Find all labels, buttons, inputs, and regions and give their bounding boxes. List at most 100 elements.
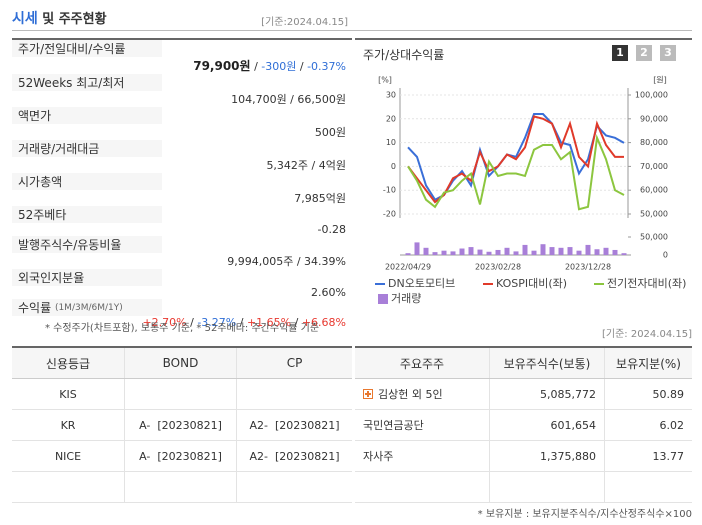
y3-tick-label: 50,000 [640, 233, 668, 242]
volume-bar [549, 247, 555, 255]
axis-label: [%] [378, 76, 392, 85]
section-title: 시세 및 주주현황 [12, 8, 107, 28]
text-part: (1M/3M/6M/1Y) [54, 302, 123, 313]
text-part: 수익률 [18, 301, 55, 315]
cell-text: KIS [59, 387, 77, 401]
table-row: KR A- [20230821] A2- [20230821] [12, 410, 352, 441]
y2-tick-label: 100,000 [635, 91, 668, 100]
y2-tick-label: 70,000 [640, 162, 668, 171]
text-part: -3.27% [197, 316, 237, 329]
row-label: 시가총액 [12, 173, 162, 190]
table-cell [237, 379, 352, 409]
text-part: / [250, 60, 262, 73]
chart-tab[interactable]: 2 [636, 45, 652, 61]
price-note: * 수정주가(차트포함), 보통주 기준, * 52주베타: 주간수익률 기준 [44, 323, 320, 334]
text-part: -300원 [261, 60, 297, 73]
y2-tick-label: 60,000 [640, 186, 668, 195]
x-tick-label: 2023/12/28 [565, 263, 611, 272]
header-cell: 신용등급 [12, 348, 125, 378]
y-tick-label: 10 [386, 138, 396, 147]
volume-bar [513, 251, 519, 255]
y2-tick-label: 90,000 [640, 114, 668, 123]
holders-note: * 보유지분 : 보유지분주식수/지수산정주식수×100 [477, 509, 692, 520]
cell-text: A2- [20230821] [249, 418, 340, 432]
table-row: NICE A- [20230821] A2- [20230821] [12, 441, 352, 472]
cell-text: NICE [54, 449, 82, 463]
text-part: -0.37% [307, 60, 346, 73]
volume-bar [522, 244, 528, 255]
row-value: 5,342주 / 4억원 [266, 159, 346, 172]
table-cell: 1,375,880 [490, 441, 605, 471]
y2-tick-label: 50,000 [640, 210, 668, 219]
row-label: 52주베타 [12, 206, 162, 223]
volume-bar [441, 250, 447, 255]
table-row: 52Weeks 최고/최저 104,700원 / 66,500원 [12, 74, 352, 107]
x-tick-label: 2023/02/28 [475, 263, 521, 272]
table-row [12, 472, 352, 503]
text-part: +1.65% [246, 316, 292, 329]
header-cell: BOND [125, 348, 237, 378]
volume-bar [477, 249, 483, 255]
table-cell [12, 472, 125, 502]
row-label: 외국인지분율 [12, 269, 162, 286]
legend-label: 거래량 [391, 292, 421, 305]
volume-bar [423, 247, 429, 255]
volume-bar [486, 251, 492, 255]
cell-text: 자사주 [363, 450, 394, 463]
table-row: 김상헌 외 5인 5,085,772 50.89 [355, 379, 692, 410]
table-cell: 5,085,772 [490, 379, 605, 409]
title-rest: 및 주주현황 [42, 12, 107, 27]
table-row: 발행주식수/유동비율 9,994,005주 / 34.39% [12, 236, 352, 269]
volume-bar [432, 252, 438, 255]
series-line [407, 115, 624, 204]
text-part: / [186, 316, 198, 329]
row-label: 거래량/거래대금 [12, 140, 162, 157]
volume-bar [603, 247, 609, 255]
table-cell: 김상헌 외 5인 [355, 379, 490, 409]
table-cell: 601,654 [490, 410, 605, 440]
cell-text: 13.77 [652, 449, 685, 463]
cell-text: 국민연금공단 [363, 419, 424, 432]
volume-bar [450, 251, 456, 255]
table-row: KIS [12, 379, 352, 410]
cell-text: 6.02 [659, 418, 685, 432]
cell-text: A- [20230821] [139, 418, 222, 432]
row-value: 9,994,005주 / 34.39% [227, 255, 346, 268]
volume-bar [594, 249, 600, 255]
volume-bar [576, 250, 582, 255]
volume-bar [414, 242, 420, 255]
row-label: 52Weeks 최고/최저 [12, 74, 162, 91]
volume-bar [585, 244, 591, 255]
y-tick-label: -20 [383, 210, 396, 219]
row-value: 104,700원 / 66,500원 [231, 93, 346, 106]
table-cell: NICE [12, 441, 125, 471]
chart-tab[interactable]: 3 [660, 45, 676, 61]
table-cell: KR [12, 410, 125, 440]
y2-tick-label: 80,000 [640, 138, 668, 147]
row-value: 500원 [314, 126, 346, 139]
volume-bar [405, 253, 411, 255]
holders-table: 주요주주 보유주식수(보통) 보유지분(%) 김상헌 외 5인 5,085,772 50.… [355, 346, 692, 503]
text-part: 79,900원 [193, 59, 251, 73]
chart-tab[interactable]: 1 [612, 45, 628, 61]
header-row: 주요주주 보유주식수(보통) 보유지분(%) [355, 348, 692, 379]
title-highlight: 시세 [12, 11, 38, 27]
table-cell: A2- [20230821] [237, 410, 352, 440]
row-value: 79,900원 / -300원 / -0.37% [12, 57, 352, 74]
x-tick-label: 2022/04/29 [385, 263, 431, 272]
table-row [355, 472, 692, 503]
plus-icon[interactable] [363, 389, 373, 399]
volume-bar [495, 249, 501, 255]
row-value: 7,985억원 [294, 192, 346, 205]
volume-bar [468, 247, 474, 255]
text-part: / [236, 316, 247, 329]
y-tick-label: -10 [383, 186, 396, 195]
y-tick-label: 0 [391, 162, 396, 171]
table-cell: KIS [12, 379, 125, 409]
table-cell [125, 379, 237, 409]
cell-text: A2- [20230821] [249, 449, 340, 463]
table-cell [355, 472, 490, 502]
